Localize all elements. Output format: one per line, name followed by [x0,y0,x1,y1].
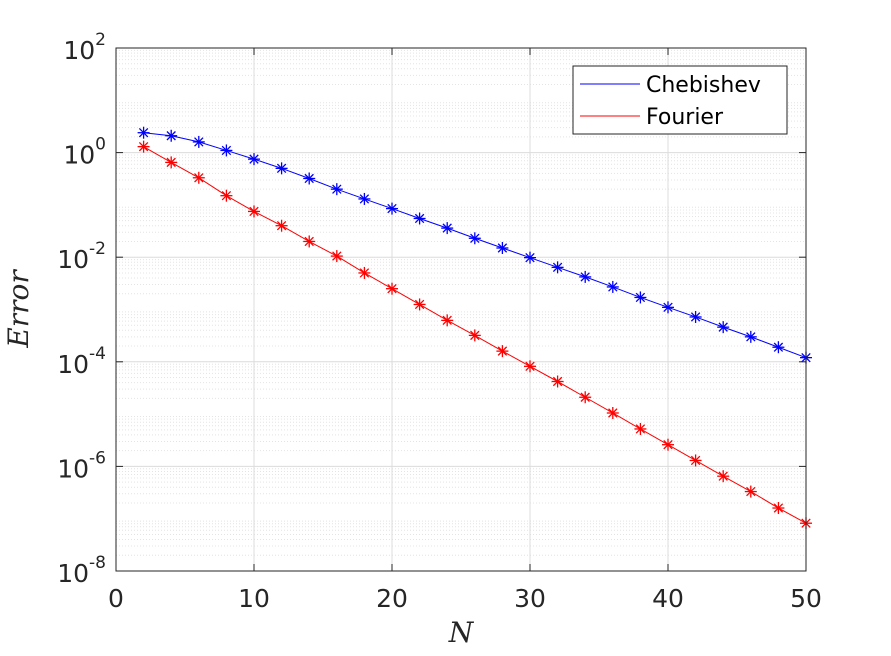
y-tick-label: 100 [63,135,106,170]
data-point-fourier [220,189,233,202]
data-point-fourier [634,422,647,435]
x-tick-label: 30 [514,584,546,613]
data-point-fourier [744,485,757,498]
y-tick-label: 10-8 [57,553,106,588]
data-point-fourier [689,454,702,467]
data-point-chebishev [303,172,316,185]
plot-frame [115,47,807,572]
x-tick-label: 50 [790,584,822,613]
data-point-chebishev [220,144,233,157]
legend-box [572,65,788,135]
x-tick-label: 20 [376,584,408,613]
data-point-chebishev [275,162,288,175]
data-point-chebishev [137,126,150,139]
y-tick-label: 10-2 [57,239,106,274]
data-point-chebishev [165,129,178,142]
data-point-fourier [468,329,481,342]
data-point-fourier [248,205,260,218]
series-layer [137,126,812,530]
minor-grid [116,49,806,556]
data-point-chebishev [496,241,509,254]
data-point-chebishev [330,183,343,196]
data-point-fourier [717,470,730,483]
data-point-chebishev [413,212,426,225]
data-point-chebishev [772,341,785,354]
data-point-fourier [137,140,150,153]
data-point-chebishev [744,330,757,343]
data-point-chebishev [717,321,730,334]
data-point-chebishev [248,153,260,166]
data-point-chebishev [662,301,674,314]
axis-ticks [115,47,807,572]
x-tick-label: 0 [108,584,124,613]
x-tick-labels: 0 10 20 30 40 50 [108,584,822,613]
legend-label-chebishev: Chebishev [646,73,761,98]
data-point-chebishev [468,232,481,245]
data-point-fourier [496,345,509,358]
data-point-fourier [386,282,398,295]
y-tick-label: 102 [63,30,106,65]
data-point-fourier [330,250,343,263]
legend: Chebishev Fourier [572,65,788,135]
data-point-chebishev [634,291,647,304]
data-point-fourier [772,502,785,515]
data-point-fourier [579,391,592,404]
data-point-fourier [662,438,674,451]
y-tick-label: 10-4 [57,344,106,379]
legend-label-fourier: Fourier [646,105,724,130]
y-axis-title: Error [2,269,35,349]
data-point-chebishev [689,310,702,323]
data-point-chebishev [524,251,536,264]
data-point-chebishev [579,270,592,283]
y-tick-labels: 102 100 10-2 10-4 10-6 10-8 [57,30,106,588]
x-tick-label: 40 [652,584,684,613]
data-point-chebishev [386,202,398,215]
y-tick-label: 10-6 [57,448,106,483]
data-point-chebishev [192,135,205,148]
data-point-fourier [192,171,205,184]
plot-background [116,48,806,571]
data-point-fourier [275,219,288,232]
data-point-fourier [524,360,536,373]
data-point-fourier [551,375,564,388]
data-point-chebishev [606,280,619,293]
data-point-fourier [606,406,619,419]
data-point-fourier [358,266,371,279]
data-point-chebishev [551,261,564,274]
data-point-fourier [165,156,178,169]
data-point-fourier [303,235,316,248]
x-tick-label: 10 [238,584,270,613]
data-point-fourier [413,298,426,311]
data-point-chebishev [358,192,371,205]
data-point-fourier [441,314,454,327]
data-point-chebishev [441,222,454,235]
x-axis-title: N [448,616,475,649]
